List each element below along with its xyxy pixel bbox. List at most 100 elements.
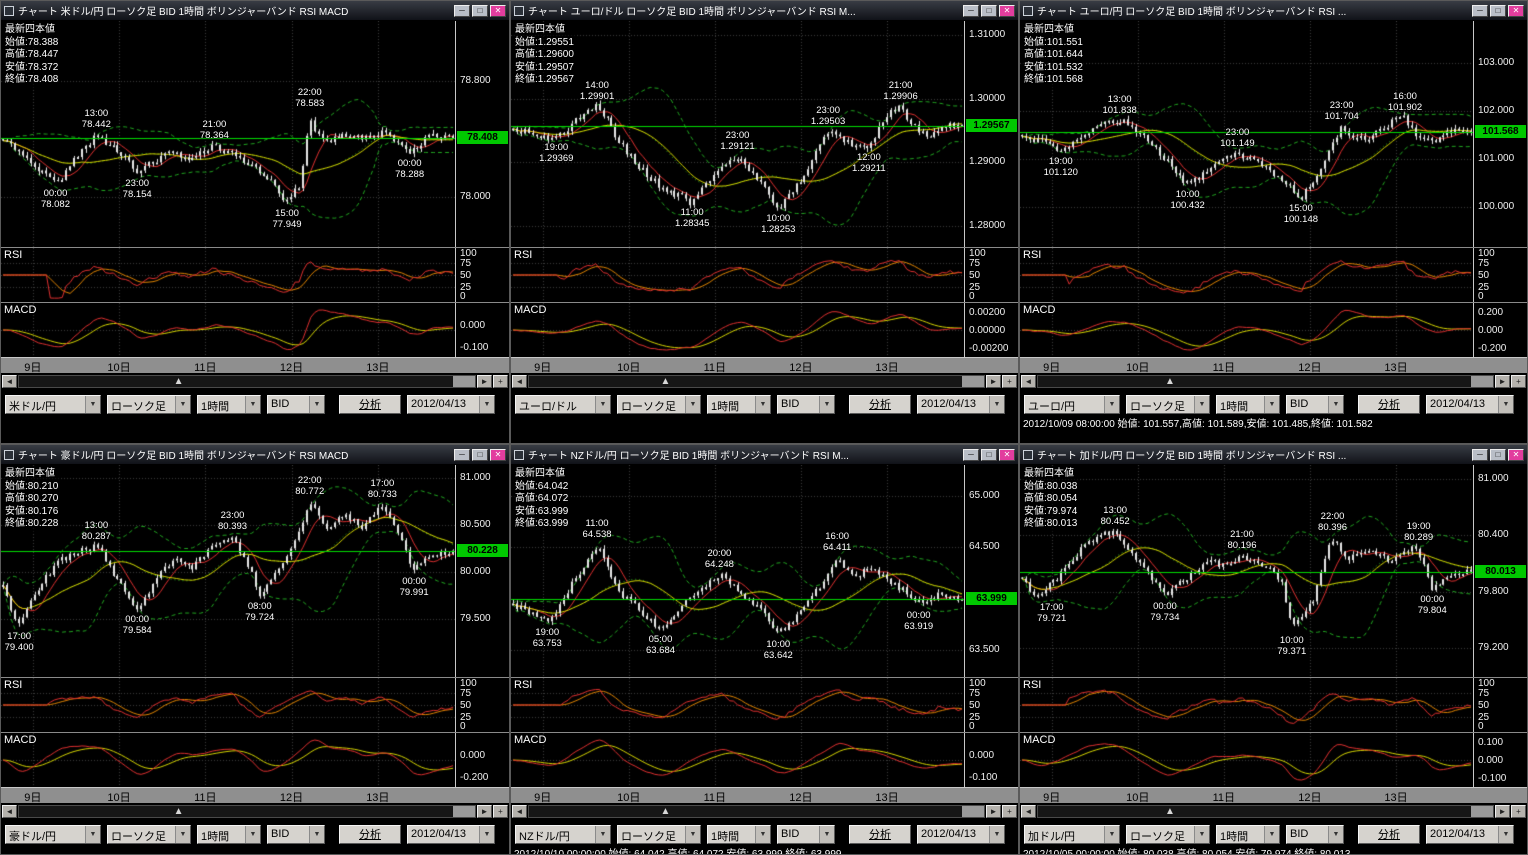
dropdown-arrow-icon[interactable]: ▼ (85, 825, 100, 843)
date-select[interactable]: 2012/04/13 ▼ (407, 394, 495, 414)
bid-ask-select[interactable]: BID ▼ (1286, 394, 1344, 414)
analyze-button[interactable]: 分析 (339, 394, 401, 414)
dropdown-arrow-icon[interactable]: ▼ (819, 395, 834, 413)
chart-type-select[interactable]: ローソク足 ▼ (1126, 824, 1210, 844)
bid-ask-select[interactable]: BID ▼ (777, 824, 835, 844)
dropdown-arrow-icon[interactable]: ▼ (245, 395, 260, 413)
dropdown-arrow-icon[interactable]: ▼ (1328, 395, 1343, 413)
analyze-button[interactable]: 分析 (1358, 824, 1420, 844)
scroll-right-button[interactable]: ► (1495, 805, 1510, 818)
dropdown-arrow-icon[interactable]: ▼ (1194, 825, 1209, 843)
interval-select[interactable]: 1時間 ▼ (707, 394, 771, 414)
analyze-button[interactable]: 分析 (339, 824, 401, 844)
chart-type-select[interactable]: ローソク足 ▼ (617, 394, 701, 414)
dropdown-arrow-icon[interactable]: ▼ (309, 825, 324, 843)
zoom-in-button[interactable]: + (1511, 805, 1526, 818)
scrollbar-track[interactable]: ▲ (528, 805, 985, 818)
scrollbar-range[interactable] (453, 806, 475, 817)
dropdown-arrow-icon[interactable]: ▼ (1194, 395, 1209, 413)
dropdown-arrow-icon[interactable]: ▼ (479, 395, 494, 413)
titlebar[interactable]: チャート 加ドル/円 ローソク足 BID 1時間 ボリンジャーバンド RSI .… (1020, 445, 1527, 465)
maximize-button[interactable]: □ (472, 4, 488, 17)
maximize-button[interactable]: □ (1490, 4, 1506, 17)
titlebar[interactable]: チャート ユーロ/ドル ローソク足 BID 1時間 ボリンジャーバンド RSI … (511, 1, 1018, 21)
maximize-button[interactable]: □ (472, 448, 488, 461)
dropdown-arrow-icon[interactable]: ▼ (175, 395, 190, 413)
scrollbar-thumb[interactable]: ▲ (1164, 376, 1175, 387)
pair-select[interactable]: 加ドル/円 ▼ (1024, 824, 1120, 844)
titlebar[interactable]: チャート ユーロ/円 ローソク足 BID 1時間 ボリンジャーバンド RSI .… (1020, 1, 1527, 21)
scrollbar-range[interactable] (1471, 806, 1493, 817)
pair-select[interactable]: NZドル/円 ▼ (515, 824, 611, 844)
chart-type-select[interactable]: ローソク足 ▼ (1126, 394, 1210, 414)
date-select[interactable]: 2012/04/13 ▼ (1426, 394, 1514, 414)
close-button[interactable]: ✕ (490, 448, 506, 461)
dropdown-arrow-icon[interactable]: ▼ (245, 825, 260, 843)
maximize-button[interactable]: □ (981, 448, 997, 461)
chart-type-select[interactable]: ローソク足 ▼ (107, 394, 191, 414)
scrollbar-thumb[interactable]: ▲ (1164, 806, 1175, 817)
maximize-button[interactable]: □ (1490, 448, 1506, 461)
pair-select[interactable]: 米ドル/円 ▼ (5, 394, 101, 414)
titlebar[interactable]: チャート 米ドル/円 ローソク足 BID 1時間 ボリンジャーバンド RSI M… (1, 1, 509, 21)
interval-select[interactable]: 1時間 ▼ (1216, 394, 1280, 414)
scroll-left-button[interactable]: ◄ (512, 375, 527, 388)
dropdown-arrow-icon[interactable]: ▼ (1104, 825, 1119, 843)
close-button[interactable]: ✕ (490, 4, 506, 17)
pair-select[interactable]: ユーロ/ドル ▼ (515, 394, 611, 414)
dropdown-arrow-icon[interactable]: ▼ (1498, 395, 1513, 413)
candlestick-canvas[interactable] (511, 21, 964, 247)
zoom-in-button[interactable]: + (1511, 375, 1526, 388)
scrollbar-thumb[interactable]: ▲ (173, 376, 184, 387)
scrollbar-track[interactable]: ▲ (528, 375, 985, 388)
scrollbar-track[interactable]: ▲ (18, 375, 476, 388)
minimize-button[interactable]: ─ (1472, 4, 1488, 17)
scroll-right-button[interactable]: ► (986, 805, 1001, 818)
candlestick-plot[interactable]: 最新四本値 始値:101.551 高値:101.644 安値:101.532 終値:10… (1020, 21, 1473, 247)
pair-select[interactable]: 豪ドル/円 ▼ (5, 824, 101, 844)
date-select[interactable]: 2012/04/13 ▼ (917, 824, 1005, 844)
dropdown-arrow-icon[interactable]: ▼ (309, 395, 324, 413)
scroll-left-button[interactable]: ◄ (2, 375, 17, 388)
dropdown-arrow-icon[interactable]: ▼ (595, 825, 610, 843)
analyze-button[interactable]: 分析 (849, 824, 911, 844)
interval-select[interactable]: 1時間 ▼ (197, 824, 261, 844)
dropdown-arrow-icon[interactable]: ▼ (1328, 825, 1343, 843)
scrollbar-thumb[interactable]: ▲ (660, 376, 671, 387)
dropdown-arrow-icon[interactable]: ▼ (85, 395, 100, 413)
candlestick-plot[interactable]: 最新四本値 始値:80.038 高値:80.054 安値:79.974 終値:80.01… (1020, 465, 1473, 677)
zoom-in-button[interactable]: + (493, 805, 508, 818)
scrollbar-thumb[interactable]: ▲ (173, 806, 184, 817)
scrollbar-thumb[interactable]: ▲ (660, 806, 671, 817)
scroll-right-button[interactable]: ► (477, 805, 492, 818)
scrollbar-range[interactable] (1471, 376, 1493, 387)
dropdown-arrow-icon[interactable]: ▼ (1104, 395, 1119, 413)
zoom-in-button[interactable]: + (493, 375, 508, 388)
interval-select[interactable]: 1時間 ▼ (707, 824, 771, 844)
close-button[interactable]: ✕ (1508, 4, 1524, 17)
dropdown-arrow-icon[interactable]: ▼ (989, 395, 1004, 413)
zoom-in-button[interactable]: + (1002, 805, 1017, 818)
dropdown-arrow-icon[interactable]: ▼ (989, 825, 1004, 843)
dropdown-arrow-icon[interactable]: ▼ (479, 825, 494, 843)
scroll-left-button[interactable]: ◄ (1021, 805, 1036, 818)
candlestick-plot[interactable]: 最新四本値 始値:78.388 高値:78.447 安値:78.372 終値:78.40… (1, 21, 455, 247)
dropdown-arrow-icon[interactable]: ▼ (685, 825, 700, 843)
minimize-button[interactable]: ─ (963, 448, 979, 461)
maximize-button[interactable]: □ (981, 4, 997, 17)
scrollbar-range[interactable] (962, 806, 984, 817)
scroll-left-button[interactable]: ◄ (512, 805, 527, 818)
chart-type-select[interactable]: ローソク足 ▼ (617, 824, 701, 844)
scrollbar-track[interactable]: ▲ (1037, 805, 1494, 818)
pair-select[interactable]: ユーロ/円 ▼ (1024, 394, 1120, 414)
dropdown-arrow-icon[interactable]: ▼ (1264, 395, 1279, 413)
scrollbar-track[interactable]: ▲ (1037, 375, 1494, 388)
candlestick-plot[interactable]: 最新四本値 始値:64.042 高値:64.072 安値:63.999 終値:63.99… (511, 465, 964, 677)
dropdown-arrow-icon[interactable]: ▼ (595, 395, 610, 413)
dropdown-arrow-icon[interactable]: ▼ (175, 825, 190, 843)
date-select[interactable]: 2012/04/13 ▼ (407, 824, 495, 844)
candlestick-canvas[interactable] (1, 465, 455, 677)
candlestick-plot[interactable]: 最新四本値 始値:1.29551 高値:1.29600 安値:1.29507 終値:1.… (511, 21, 964, 247)
scroll-right-button[interactable]: ► (986, 375, 1001, 388)
date-select[interactable]: 2012/04/13 ▼ (917, 394, 1005, 414)
